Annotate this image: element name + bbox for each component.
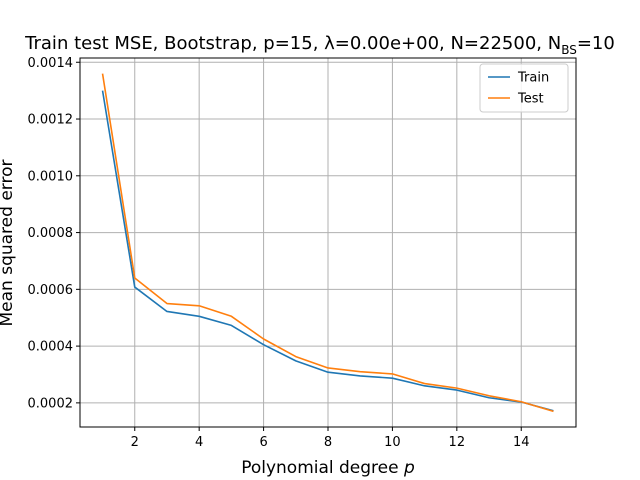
y-tick-label: 0.0010	[28, 169, 74, 184]
x-tick-label: 8	[324, 435, 332, 450]
x-axis-label: Polynomial degree p	[241, 458, 415, 478]
y-tick-label: 0.0012	[28, 113, 74, 128]
y-tick-label: 0.0014	[28, 56, 74, 71]
grid	[80, 58, 576, 427]
series-line-test	[101, 73, 554, 413]
y-tick-label: 0.0008	[28, 226, 74, 241]
y-tick-label: 0.0006	[28, 283, 74, 298]
legend-label-test: Test	[517, 92, 544, 107]
chart-title: Train test MSE, Bootstrap, p=15, λ=0.00e…	[24, 33, 615, 57]
y-tick-label: 0.0002	[28, 396, 74, 411]
x-tick-label: 10	[384, 435, 401, 450]
x-axis-ticks: 2 4 6 8 10 12 14	[131, 427, 530, 450]
series-lines	[101, 73, 554, 413]
x-tick-label: 12	[449, 435, 466, 450]
x-tick-label: 14	[513, 435, 530, 450]
y-tick-label: 0.0004	[28, 340, 74, 355]
y-axis-label: Mean squared error	[0, 160, 17, 327]
series-line-train	[101, 90, 554, 412]
legend-label-train: Train	[517, 71, 549, 86]
x-tick-label: 6	[259, 435, 267, 450]
legend: Train Test	[479, 63, 569, 113]
x-tick-label: 2	[131, 435, 139, 450]
legend-box	[479, 63, 569, 113]
x-tick-label: 4	[195, 435, 203, 450]
y-axis-ticks: 0.0002 0.0004 0.0006 0.0008 0.0010 0.0012 0.00…	[28, 56, 80, 411]
